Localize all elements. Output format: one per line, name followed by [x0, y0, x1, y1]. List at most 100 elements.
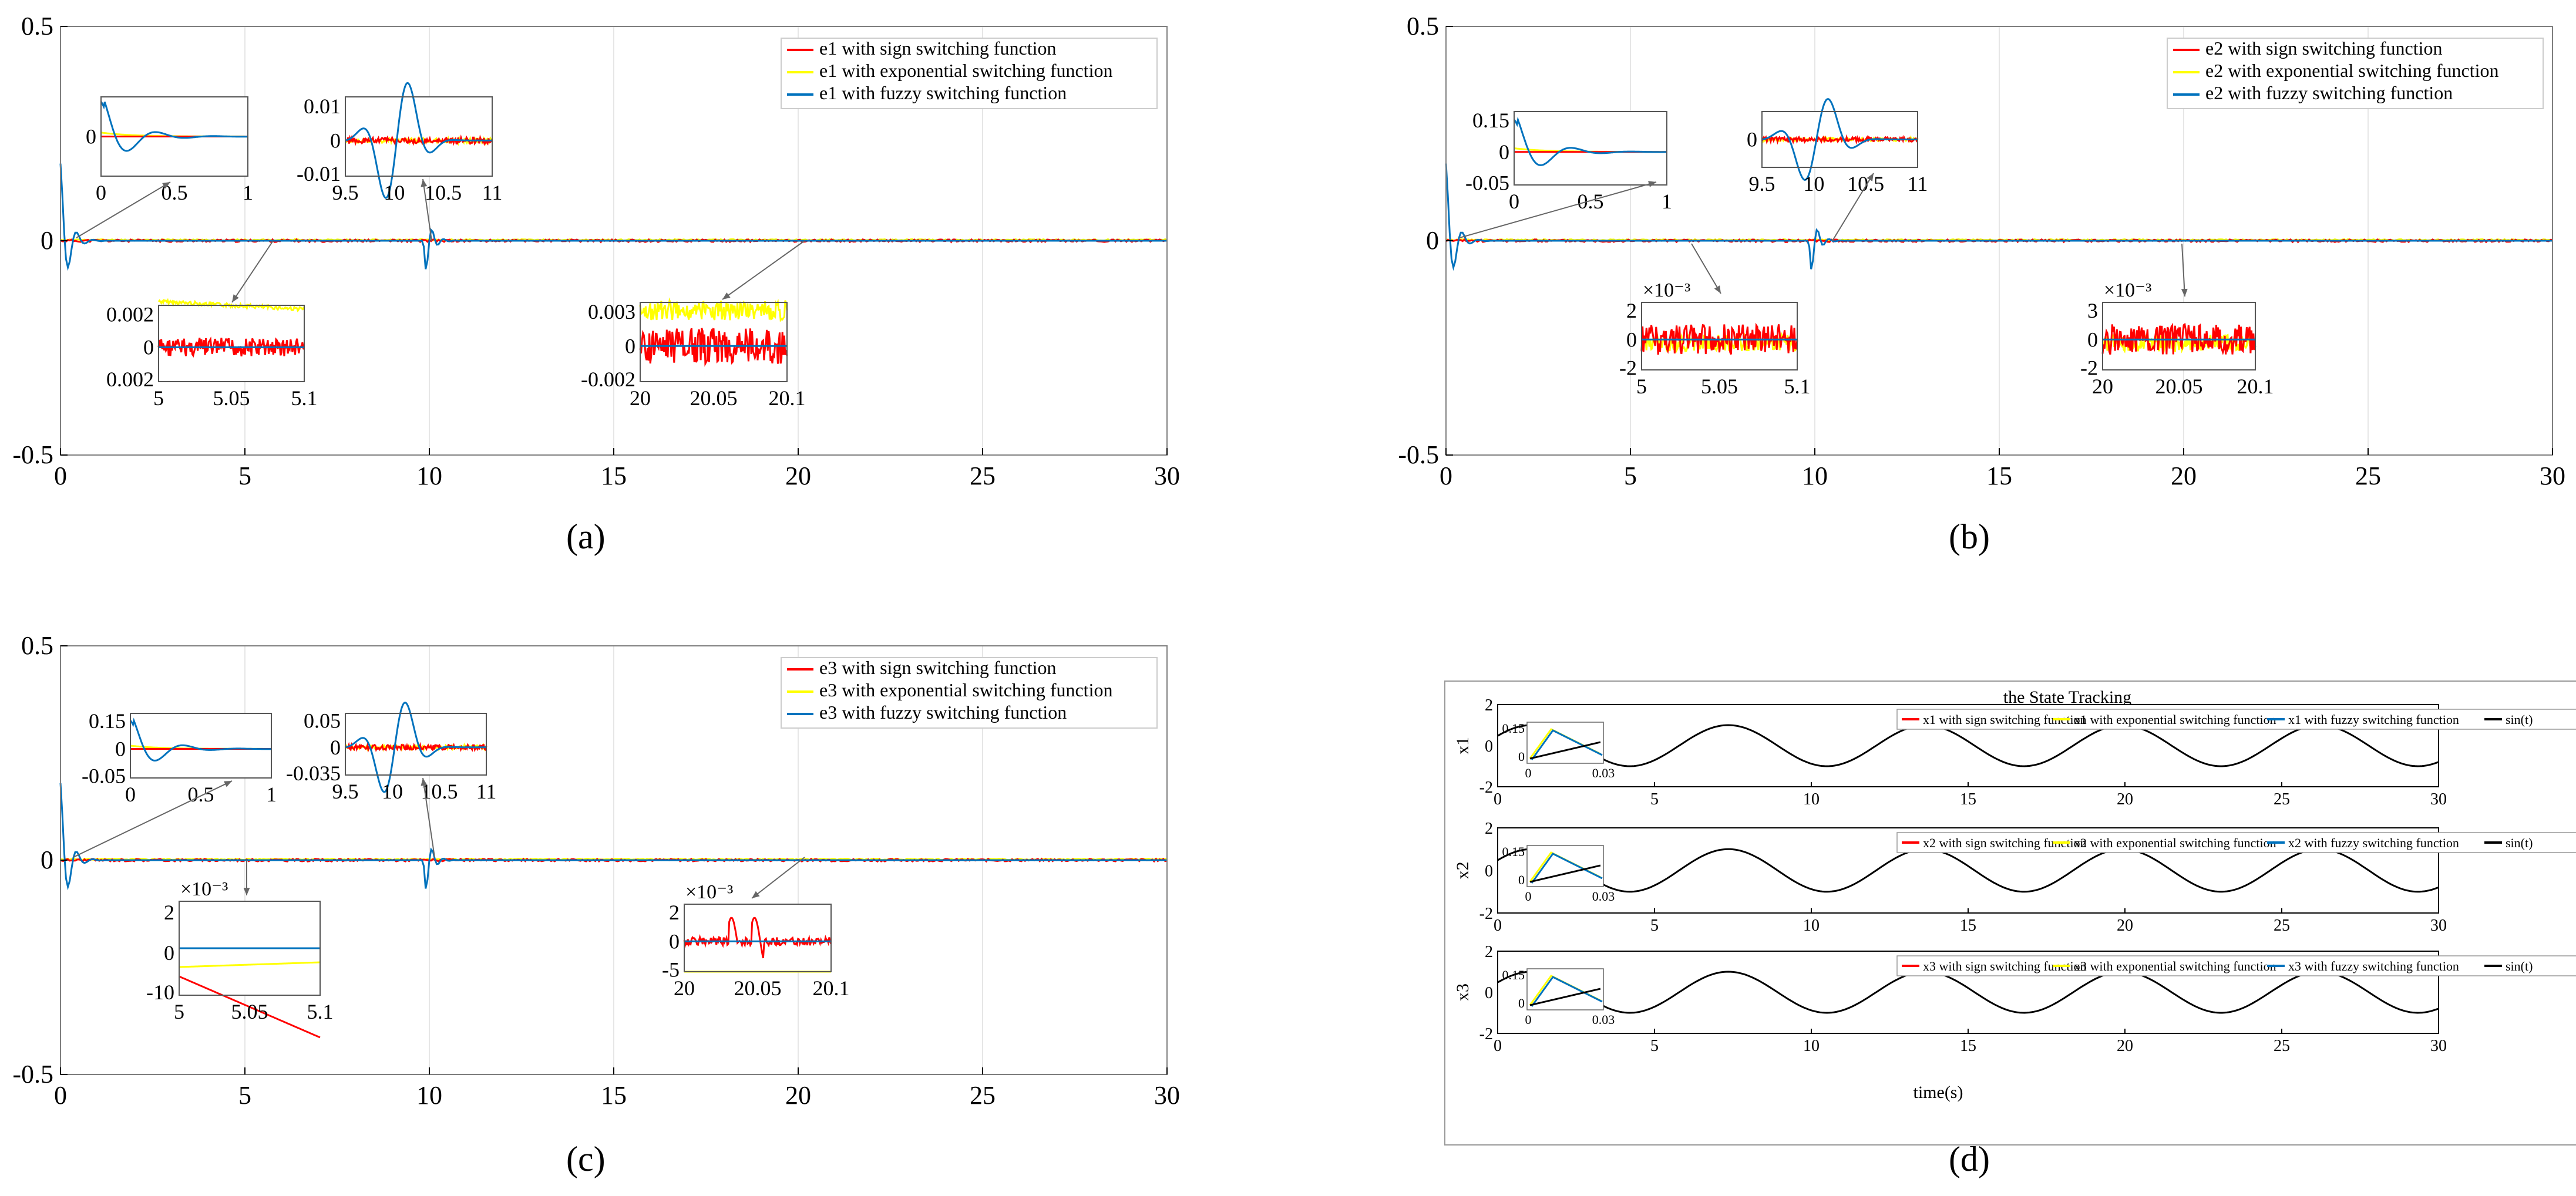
chart-a: 0 5 10 15 20 25 30-0.500.5e1 with sign switchi… [12, 12, 1180, 490]
inset-y-tick-label: 0.002 [106, 368, 154, 391]
inset-series-exponential [639, 297, 788, 322]
annotation-arrow [722, 240, 805, 300]
x-tick-label: 5 [1650, 917, 1659, 935]
series-reference [1497, 848, 2439, 893]
x-tick-label: 5 [238, 1081, 251, 1110]
inset-x-tick-label: 5 [174, 1000, 184, 1023]
inset-series-reference [1529, 741, 1601, 760]
inset-exponent-label: ×10⁻³ [2104, 279, 2151, 301]
y-tick-label: -2 [1479, 779, 1493, 797]
series-fuzzy [59, 783, 1167, 891]
annotation-arrowhead [224, 781, 232, 787]
legend-box [1896, 709, 2576, 730]
inset-x-tick-label: 0 [1525, 889, 1532, 904]
inset-y-tick-label: -2 [1619, 356, 1637, 380]
inset: 20 20.05 20.1 0.003 0 -0.002 [581, 297, 806, 410]
x-tick-label: 20 [2171, 461, 2197, 490]
inset-x-tick-label: 0 [1509, 190, 1519, 213]
inset-exponent-label: ×10⁻³ [685, 881, 733, 903]
inset-series-fuzzy [345, 701, 486, 793]
inset-box [158, 305, 305, 382]
x-tick-label: 15 [601, 461, 627, 490]
inset-x-tick-label: 10 [1803, 172, 1824, 196]
inset-y-tick-label: 0 [1518, 996, 1525, 1010]
inset-x-tick-label: 20.05 [2155, 375, 2203, 398]
annotation-arrowhead [752, 891, 760, 898]
annotation-arrow [2181, 243, 2185, 297]
inset-x-tick-label: 10.5 [1847, 172, 1884, 196]
x-tick-label: 30 [1154, 1081, 1180, 1110]
inset-box [640, 302, 788, 382]
legend-box [781, 657, 1158, 729]
inset-box [684, 904, 832, 972]
x-tick-label: 25 [2274, 1037, 2290, 1055]
inset-x-tick-label: 20.05 [690, 386, 738, 410]
x-tick-label: 5 [1650, 790, 1659, 808]
y-tick-label: 0.5 [21, 12, 53, 41]
inset-box [130, 713, 272, 779]
legend-box [2167, 38, 2544, 109]
inset-box [345, 96, 493, 177]
inset: 20 20.05 20.120-5×10⁻³ [662, 881, 850, 1000]
x-tick-label: 5 [1624, 461, 1637, 490]
inset-series-fuzzy [345, 82, 492, 199]
y-tick-label: 0 [1485, 984, 1493, 1002]
y-tick-label: 0 [1426, 226, 1439, 255]
inset-series-sign [683, 917, 832, 959]
inset-y-tick-label: 0 [1626, 328, 1637, 351]
inset-series-sign [179, 975, 321, 1039]
x-tick-label: 0 [54, 1081, 67, 1110]
annotation-arrow [422, 178, 432, 241]
inset-box [2102, 302, 2256, 370]
inset-x-tick-label: 0 [1525, 766, 1532, 780]
y-tick-label: -0.5 [12, 1060, 53, 1089]
annotation-arrowhead [722, 292, 731, 299]
legend-label: x1 with fuzzy switching function [2288, 712, 2459, 727]
legend-label: e2 with exponential switching function [2205, 60, 2498, 81]
inset-y-tick-label: 0.15 [1502, 721, 1525, 736]
inset-series-fuzzy [1531, 853, 1603, 884]
inset-x-tick-label: 20.1 [769, 386, 806, 410]
y-tick-label: 2 [1485, 820, 1493, 838]
inset: 9.5 10 10.5 11 0 [1747, 98, 1928, 196]
chart-c: 0 5 10 15 20 25 30-0.500.5e3 with sign switchi… [12, 631, 1180, 1110]
y-axis-label: x1 [1453, 737, 1472, 754]
x-tick-label: 25 [2274, 917, 2290, 935]
legend-label: e1 with sign switching function [819, 38, 1057, 59]
x-tick-label: 30 [2430, 790, 2447, 808]
legend-label: x1 with exponential switching function [2074, 712, 2276, 727]
inset-exponent-label: ×10⁻³ [180, 878, 228, 900]
inset-x-tick-label: 9.5 [1749, 172, 1775, 196]
legend-label: x2 with exponential switching function [2074, 835, 2276, 850]
inset-y-tick-label: -0.05 [82, 764, 126, 788]
annotation-arrow [751, 857, 805, 899]
x-tick-label: 0 [1494, 917, 1502, 935]
inset-y-tick-label: 0.002 [106, 303, 154, 326]
inset-series-sign [345, 134, 493, 147]
inset-x-tick-label: 1 [1662, 190, 1672, 213]
inset-series-fuzzy [1761, 98, 1918, 181]
annotation-arrowhead [2181, 288, 2188, 297]
inset-series-fuzzy [129, 717, 272, 762]
inset-x-tick-label: 10.5 [425, 181, 462, 204]
annotation-arrowhead [421, 179, 428, 187]
legend-label: x2 with fuzzy switching function [2288, 835, 2459, 850]
inset-y-tick-label: 0 [1518, 872, 1525, 887]
inset-x-tick-label: 11 [482, 181, 503, 204]
annotation-arrow [73, 780, 233, 858]
inset-x-tick-label: 5.05 [213, 386, 250, 410]
inset-box [1641, 302, 1798, 370]
x-tick-label: 5 [238, 461, 251, 490]
legend-label: x3 with exponential switching function [2074, 959, 2276, 973]
inset-box [179, 901, 321, 996]
panel-label-d: (d) [1949, 1140, 1990, 1178]
inset-y-tick-label: 2 [669, 901, 680, 924]
legend-label: e3 with fuzzy switching function [819, 702, 1067, 723]
annotation-arrow [1691, 243, 1721, 294]
series-reference [1497, 724, 2439, 767]
x-tick-label: 10 [416, 461, 442, 490]
inset-y-tick-label: 0.15 [1502, 968, 1525, 982]
